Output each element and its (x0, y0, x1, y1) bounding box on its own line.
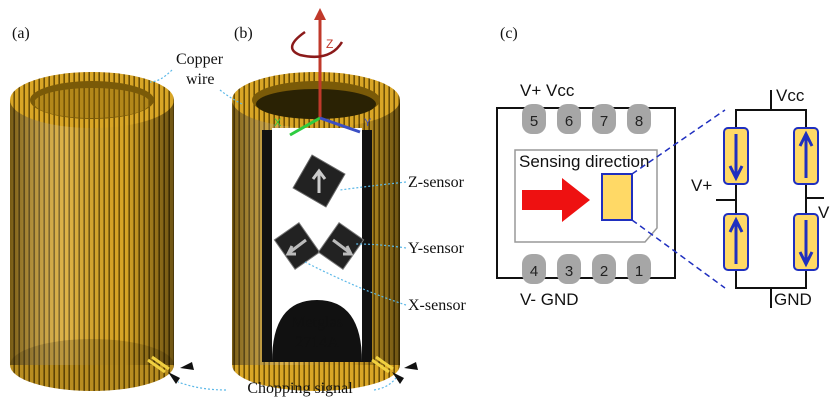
pin-number: 8 (635, 113, 643, 130)
coil-a (10, 72, 194, 391)
annotation: 2714A (295, 334, 339, 351)
sensor-element (602, 174, 632, 220)
annotation: Y-sensor (408, 240, 465, 257)
annotation: Copper (176, 51, 224, 68)
bridge-elements (724, 128, 818, 270)
annotation: Chopping signal (247, 380, 353, 397)
pin-number: 7 (600, 113, 608, 130)
pin-number: 2 (600, 263, 608, 280)
bridge-label: V+ (691, 176, 712, 195)
sensing-label: Sensing direction (519, 152, 649, 171)
pin-number: 1 (635, 263, 643, 280)
annotation: Metglas (291, 314, 343, 331)
pin-number: 3 (565, 263, 573, 280)
panel-label: (b) (234, 25, 253, 42)
figure: (a) (b) Z X Y (0, 0, 835, 397)
bridge-label: GND (774, 290, 812, 309)
panel-label: (c) (500, 25, 518, 42)
pin-number: 5 (530, 113, 538, 130)
pin-label: V+ Vcc (520, 81, 575, 100)
pin-number: 4 (530, 263, 538, 280)
bridge (716, 90, 824, 308)
bridge-label: V (818, 203, 830, 222)
annotation: Z-sensor (408, 174, 465, 191)
axis-label: Z (326, 37, 333, 51)
pin-label: V- GND (520, 290, 579, 309)
axis-label: Y (364, 117, 372, 129)
annotation: wire (186, 71, 214, 88)
axis-label: X (274, 117, 282, 129)
bridge-label: Vcc (776, 86, 805, 105)
panel-label: (a) (12, 25, 30, 42)
annotation: X-sensor (408, 297, 466, 314)
pin-number: 6 (565, 113, 573, 130)
